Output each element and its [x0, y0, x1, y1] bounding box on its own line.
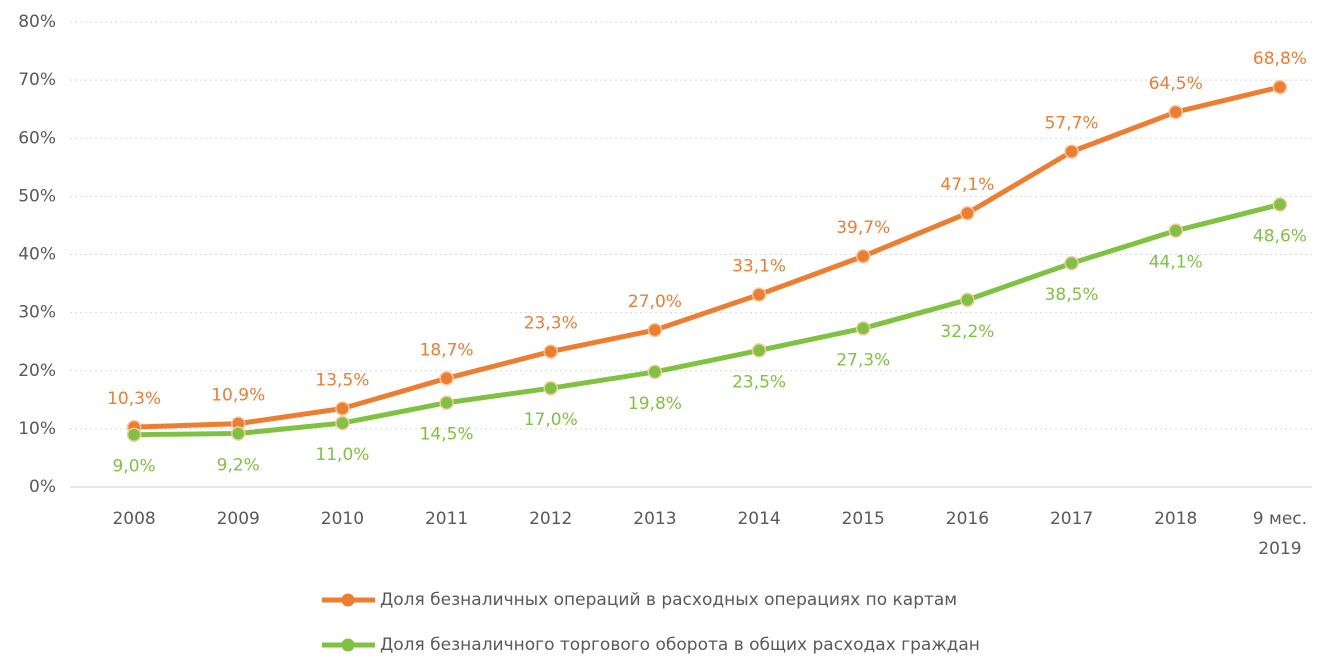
y-tick-label: 70% — [18, 70, 56, 90]
data-label: 47,1% — [940, 175, 994, 195]
x-tick-label: 2017 — [1050, 509, 1093, 529]
data-point — [1272, 79, 1288, 95]
data-point — [856, 248, 871, 264]
data-label: 48,6% — [1253, 227, 1307, 247]
data-point — [543, 344, 558, 359]
data-point — [335, 401, 350, 416]
data-label: 44,1% — [1149, 253, 1203, 273]
data-label: 17,0% — [524, 410, 578, 430]
x-tick-label: 2013 — [633, 509, 676, 529]
data-label: 27,0% — [628, 292, 682, 312]
data-point — [126, 427, 142, 442]
data-point — [1064, 255, 1079, 271]
data-point — [960, 205, 975, 221]
x-tick-label: 2009 — [217, 509, 260, 529]
data-label: 33,1% — [732, 257, 786, 277]
legend-marker — [341, 593, 355, 607]
data-label: 23,5% — [732, 372, 786, 392]
y-tick-label: 30% — [18, 303, 56, 323]
data-label: 11,0% — [315, 445, 369, 465]
data-point — [1168, 223, 1183, 238]
data-point — [751, 343, 767, 358]
legend-label: Доля безналичных операций в расходных оп… — [380, 590, 957, 610]
data-label: 32,2% — [940, 322, 994, 342]
x-tick-label: 2015 — [842, 509, 885, 529]
data-point — [647, 364, 663, 380]
x-tick-label: 2018 — [1154, 509, 1197, 529]
data-label: 68,8% — [1253, 49, 1307, 69]
data-label: 9,0% — [112, 457, 155, 477]
x-tick-label: 2011 — [425, 509, 468, 529]
data-point — [960, 292, 975, 308]
data-point — [856, 321, 871, 336]
data-point — [1168, 104, 1183, 120]
y-tick-label: 20% — [18, 361, 56, 381]
x-tick-label: 2008 — [112, 509, 155, 529]
data-label: 27,3% — [836, 350, 890, 370]
y-tick-label: 0% — [29, 477, 56, 497]
x-tick-label: 2016 — [946, 509, 989, 529]
y-tick-label: 50% — [18, 186, 56, 206]
y-tick-label: 60% — [18, 128, 56, 148]
x-tick-label: 2012 — [529, 509, 572, 529]
series-line — [134, 202, 1281, 438]
data-label: 18,7% — [420, 340, 474, 360]
data-label: 14,5% — [420, 425, 474, 445]
data-label: 10,9% — [211, 386, 265, 406]
data-label: 13,5% — [315, 371, 369, 391]
data-point — [335, 415, 350, 431]
data-label: 10,3% — [107, 389, 161, 409]
data-point — [543, 380, 558, 396]
data-point — [439, 395, 454, 410]
data-label: 38,5% — [1045, 285, 1099, 305]
series-line — [133, 84, 1281, 430]
data-label: 64,5% — [1149, 74, 1203, 94]
data-label: 39,7% — [836, 218, 890, 238]
data-label: 57,7% — [1045, 114, 1099, 134]
y-tick-label: 80% — [18, 12, 56, 32]
legend-marker — [341, 638, 355, 652]
data-label: 23,3% — [524, 314, 578, 334]
data-point — [751, 287, 767, 302]
x-tick-label: 9 мес. 2019 — [1253, 509, 1307, 559]
data-point — [1272, 197, 1288, 212]
data-label: 9,2% — [217, 456, 260, 476]
x-tick-label: 2014 — [737, 509, 780, 529]
y-tick-label: 10% — [18, 419, 56, 439]
data-point — [439, 371, 454, 386]
legend-label: Доля безналичного торгового оборота в об… — [380, 635, 980, 655]
data-point — [1064, 144, 1079, 159]
x-tick-label: 2010 — [321, 509, 364, 529]
data-point — [647, 322, 663, 338]
data-label: 19,8% — [628, 394, 682, 414]
y-tick-label: 40% — [18, 245, 56, 265]
data-point — [231, 426, 246, 441]
